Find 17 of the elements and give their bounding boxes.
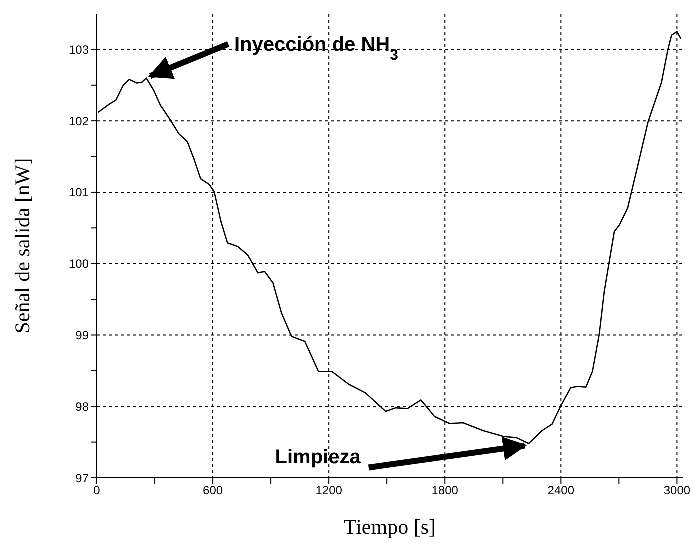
x-tick-label: 600 [203,484,224,498]
x-tick-label: 3000 [664,484,691,498]
y-tick-label: 98 [76,400,90,414]
y-axis-title: Señal de salida [nW] [10,158,34,334]
x-axis-title: Tiempo [s] [344,515,436,539]
y-tick-label: 97 [76,471,90,486]
x-tick-label: 0 [94,484,101,498]
x-tick-label: 1800 [432,484,459,498]
annotation: Limpieza [275,446,362,469]
annotation: Inyección de NH$_{3}$ [234,34,398,64]
x-tick-label: 2400 [548,484,575,498]
y-tick-label: 103 [68,42,90,57]
y-tick-label: 102 [68,114,90,128]
x-tick-label: 1200 [316,484,343,498]
y-tick-label: 101 [68,186,90,200]
y-tick-label: 99 [76,328,90,342]
y-tick-label: 100 [68,257,90,272]
